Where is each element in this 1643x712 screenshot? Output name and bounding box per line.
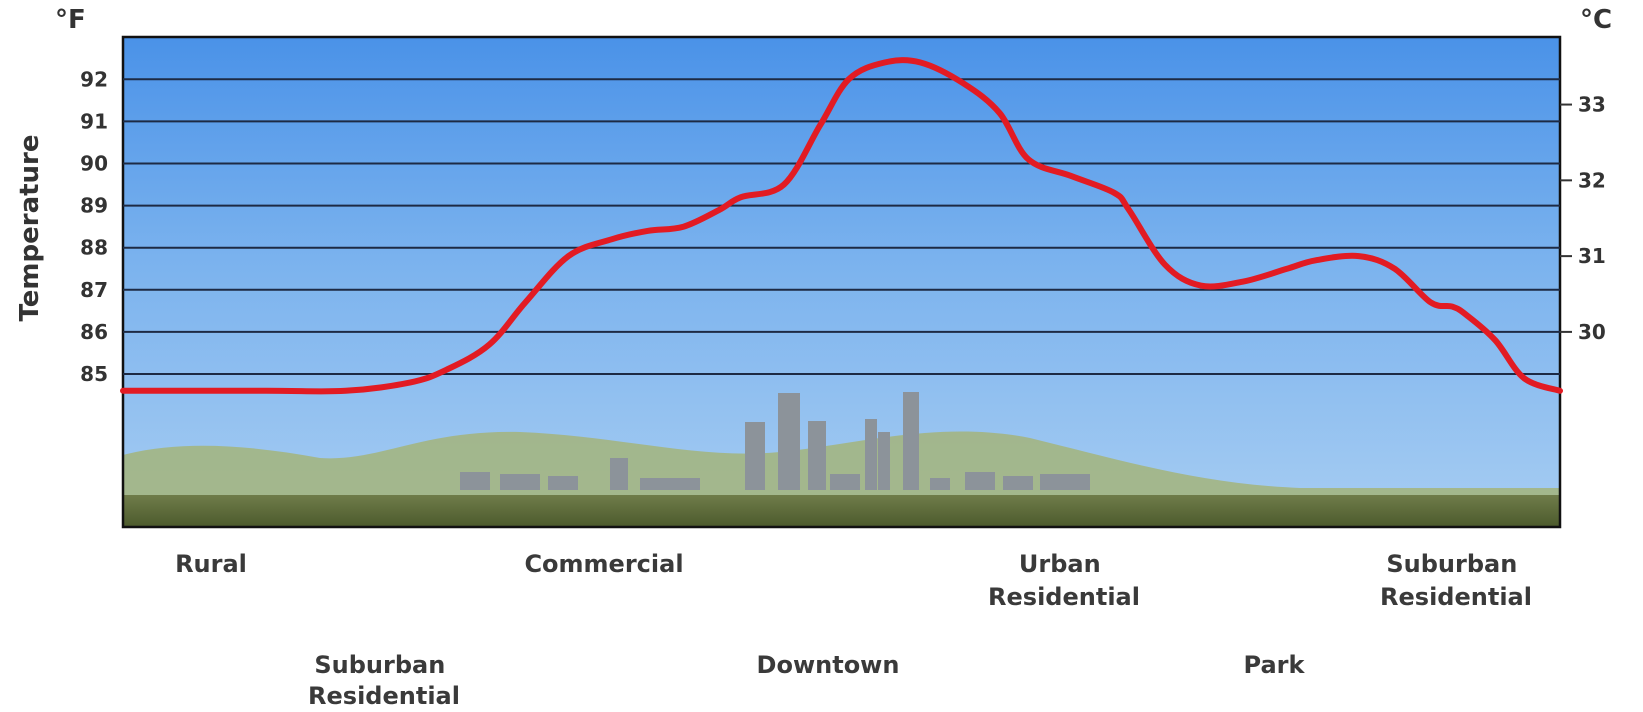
plot-frame xyxy=(121,35,1562,529)
zone-label-downtown: Downtown xyxy=(757,651,900,679)
zone-labels-top: Rural Commercial Urban Residential Subur… xyxy=(175,550,1532,611)
right-tick-label: 31 xyxy=(1578,244,1606,268)
right-tick-label: 32 xyxy=(1578,168,1606,192)
left-axis-ticks: 85 86 87 88 89 90 91 92 xyxy=(80,67,108,386)
zone-label-suburban-residential-left: Suburban Residential xyxy=(308,651,460,710)
left-unit-label: °F xyxy=(55,5,86,35)
left-tick-label: 86 xyxy=(80,320,108,344)
left-tick-label: 85 xyxy=(80,362,108,386)
zone-labels-bottom: Suburban Residential Downtown Park xyxy=(308,651,1305,710)
zone-label-suburban-residential-right: Suburban Residential xyxy=(1380,550,1532,611)
right-tick-label: 30 xyxy=(1578,320,1606,344)
gridlines xyxy=(123,78,1560,375)
left-tick-label: 88 xyxy=(80,236,108,260)
ground xyxy=(123,495,1560,527)
right-unit-label: °C xyxy=(1580,5,1612,35)
left-tick-label: 89 xyxy=(80,194,108,218)
zone-label-commercial: Commercial xyxy=(524,550,683,578)
right-axis-ticks: 30 31 32 33 xyxy=(1560,93,1606,344)
left-tick-label: 92 xyxy=(80,67,108,91)
zone-label-rural: Rural xyxy=(175,550,247,578)
temperature-line xyxy=(120,57,1563,395)
left-tick-label: 90 xyxy=(80,152,108,176)
right-tick-label: 33 xyxy=(1578,93,1606,117)
zone-label-park: Park xyxy=(1244,651,1306,679)
left-tick-label: 87 xyxy=(80,278,108,302)
city-skyline xyxy=(460,392,1090,490)
left-tick-label: 91 xyxy=(80,109,108,133)
zone-label-urban-residential: Urban Residential xyxy=(988,550,1140,611)
y-axis-title: Temperature xyxy=(15,134,45,321)
